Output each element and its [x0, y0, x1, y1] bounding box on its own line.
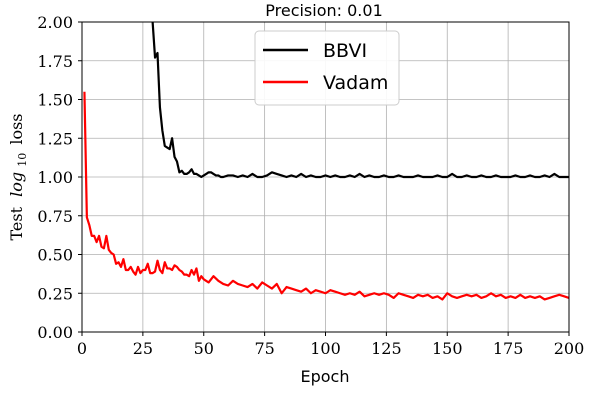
y-axis-label-suffix: loss — [7, 114, 26, 145]
x-axis: 0 25 50 75 100 125 150 175 200 — [77, 332, 584, 358]
chart-title: Precision: 0.01 — [265, 1, 383, 20]
y-axis-label-subscript: 10 — [16, 153, 29, 167]
x-tick-label: 25 — [133, 339, 153, 358]
x-tick-label: 50 — [194, 339, 214, 358]
y-axis-label: Test log 10 loss — [7, 114, 30, 241]
y-axis-label-log: log — [7, 172, 26, 197]
legend-label-vadam: Vadam — [323, 72, 388, 94]
x-tick-label: 175 — [493, 339, 524, 358]
legend: BBVI Vadam — [254, 30, 400, 106]
y-tick-label: 1.75 — [37, 52, 73, 71]
x-tick-label: 125 — [371, 339, 402, 358]
y-tick-label: 0.00 — [37, 323, 73, 342]
x-tick-label: 0 — [77, 339, 87, 358]
y-tick-label: 1.00 — [37, 168, 73, 187]
x-tick-label: 200 — [554, 339, 585, 358]
x-axis-label: Epoch — [301, 367, 350, 386]
y-tick-label: 0.25 — [37, 284, 73, 303]
y-tick-label: 1.25 — [37, 129, 73, 148]
plot-series-group — [83, 22, 569, 301]
series-line-vadam — [83, 91, 569, 301]
y-axis: 0.00 0.25 0.50 0.75 1.00 1.25 1.50 1.75 2.00 — [37, 13, 82, 342]
series-line-bbvi — [151, 22, 569, 179]
y-tick-label: 0.50 — [37, 246, 73, 265]
x-tick-label: 150 — [432, 339, 463, 358]
y-tick-label: 0.75 — [37, 207, 73, 226]
x-tick-label: 100 — [310, 339, 341, 358]
legend-label-bbvi: BBVI — [323, 40, 367, 62]
y-tick-label: 1.50 — [37, 91, 73, 110]
y-tick-label: 2.00 — [37, 13, 73, 32]
y-axis-label-prefix: Test — [7, 206, 26, 240]
x-tick-label: 75 — [254, 339, 274, 358]
